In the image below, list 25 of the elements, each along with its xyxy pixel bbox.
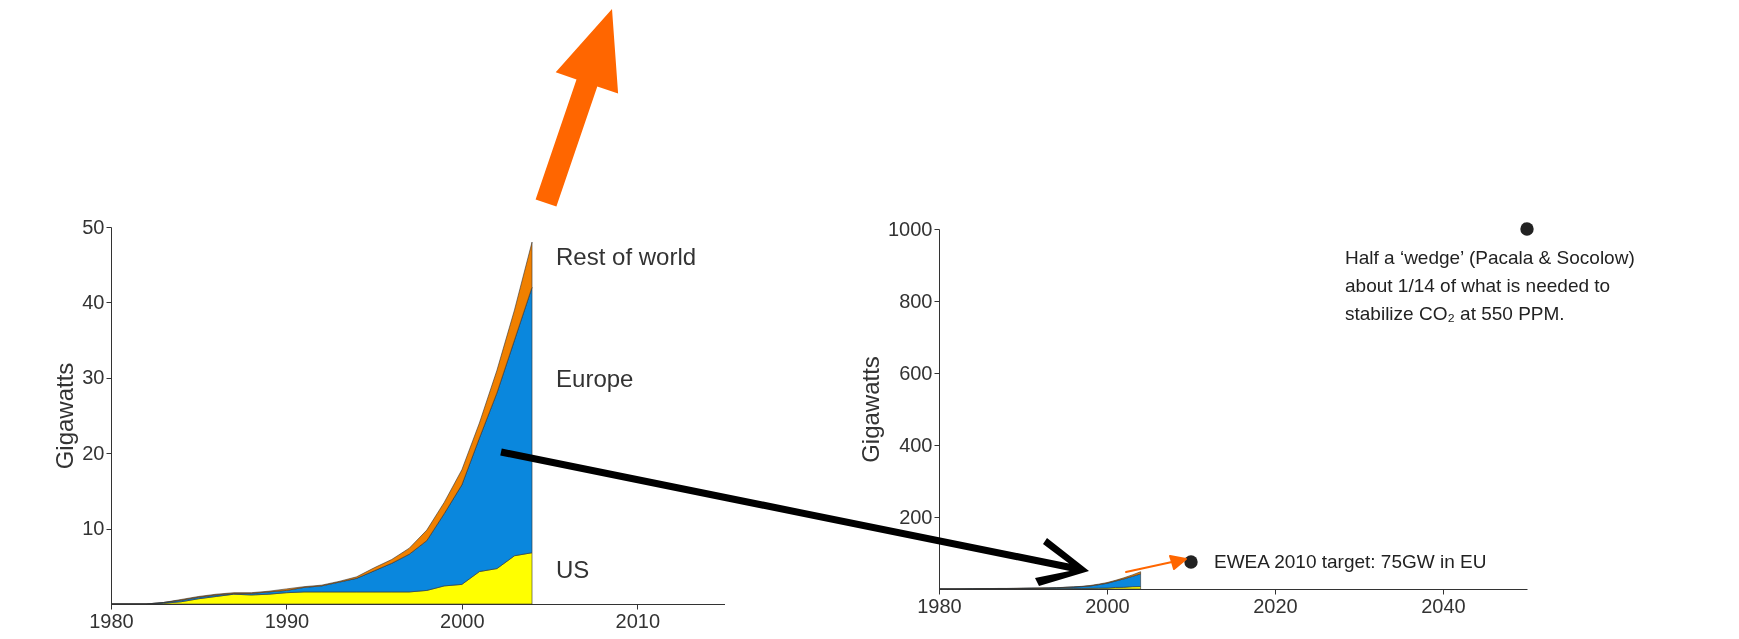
y-tick-label: 10 xyxy=(82,517,105,540)
annotation: Half a ‘wedge’ (Pacala & Socolow) about 1/14 of what is needed to stabilize CO₂ at 550 PPM. xyxy=(1345,247,1635,324)
y-tick-label: 200 xyxy=(899,505,933,528)
y-tick-label: 600 xyxy=(899,361,933,384)
y-axis-title: Gigawatts xyxy=(51,362,79,470)
series-label: US xyxy=(556,555,590,583)
x-tick-label: 2000 xyxy=(1085,594,1130,617)
x-tick-label: 1980 xyxy=(89,609,134,632)
series-label: Rest of world xyxy=(556,242,697,270)
y-tick-label: 20 xyxy=(82,441,105,464)
x-tick-label: 1980 xyxy=(917,594,962,617)
x-tick-label: 2020 xyxy=(1253,594,1298,617)
y-tick-label: 400 xyxy=(899,433,933,456)
series-label: Europe xyxy=(556,365,634,393)
x-tick-label: 2040 xyxy=(1421,594,1466,617)
x-tick-label: 2010 xyxy=(615,609,661,632)
y-tick-label: 40 xyxy=(82,290,105,313)
x-tick-label: 2000 xyxy=(440,609,485,632)
y-tick-label: 800 xyxy=(899,289,933,312)
y-tick-label: 30 xyxy=(82,366,105,389)
x-tick-label: 1990 xyxy=(264,609,310,632)
y-tick-label: 1000 xyxy=(888,217,933,240)
annotation: EWEA 2010 target: 75GW in EU xyxy=(1214,551,1487,572)
y-tick-label: 50 xyxy=(82,215,105,238)
y-axis-title: Gigawatts xyxy=(857,356,885,463)
